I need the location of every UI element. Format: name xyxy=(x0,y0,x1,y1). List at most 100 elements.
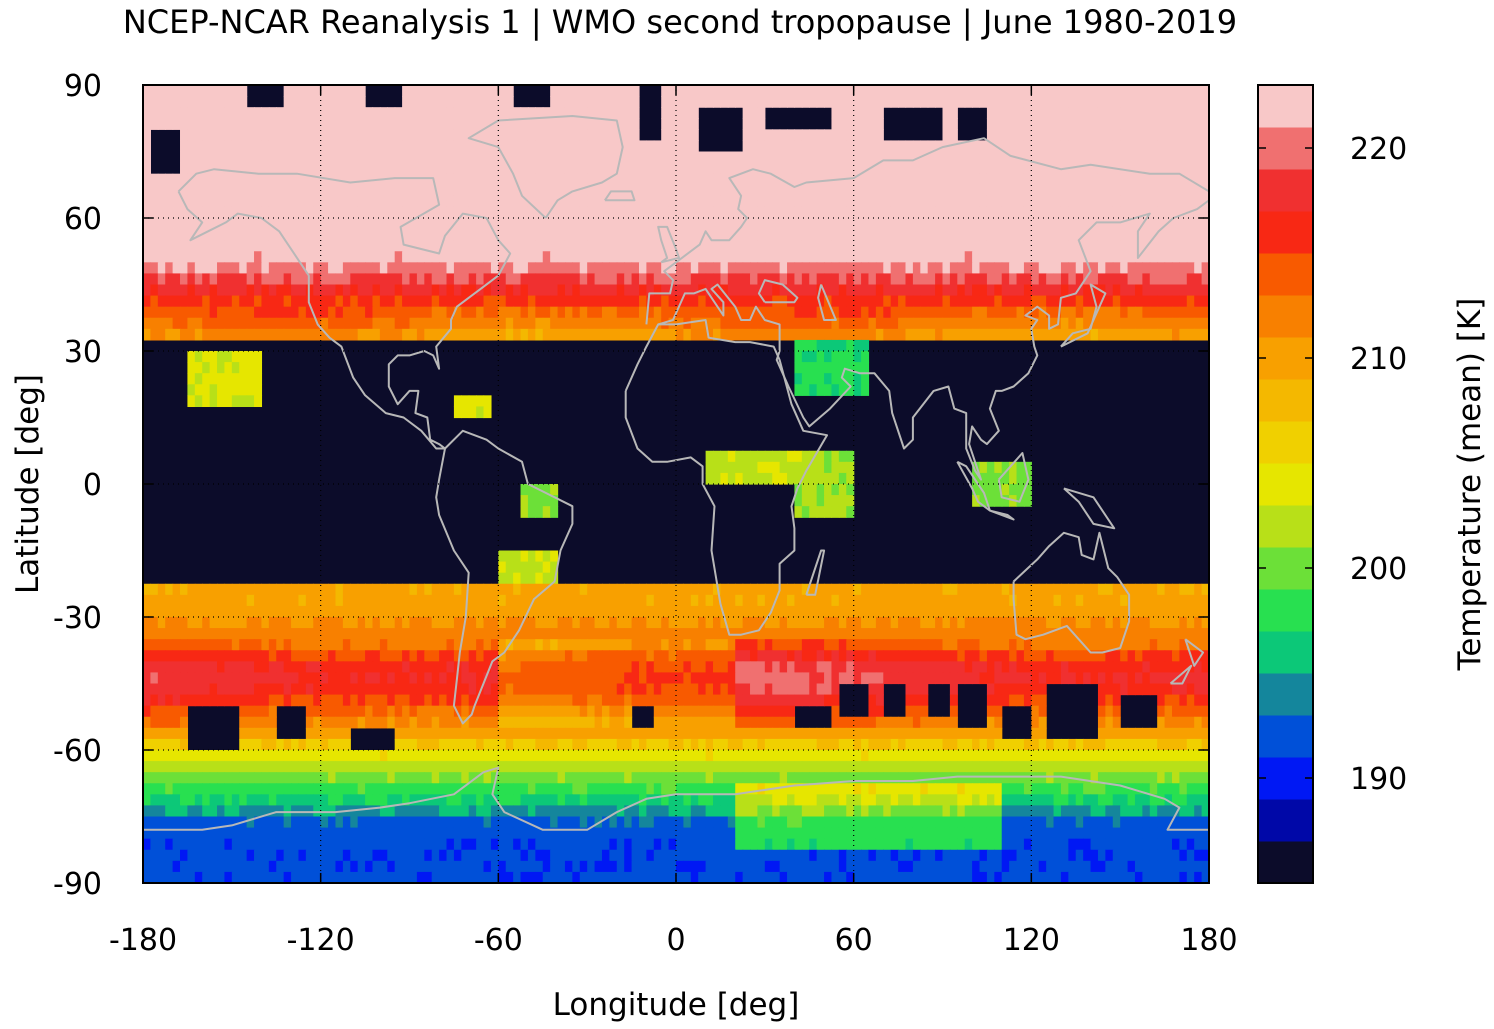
map-cell xyxy=(439,683,448,696)
map-cell xyxy=(172,262,181,275)
map-cell xyxy=(1201,295,1209,308)
map-cell xyxy=(1164,85,1173,97)
map-cell xyxy=(246,162,255,175)
map-cell xyxy=(194,273,203,286)
map-cell xyxy=(824,184,833,197)
map-cell xyxy=(972,639,981,651)
map-cell xyxy=(1134,240,1143,252)
map-cell xyxy=(291,107,300,119)
map-cell xyxy=(535,229,544,241)
map-cell xyxy=(1038,129,1047,142)
map-cell xyxy=(676,251,684,263)
map-cell xyxy=(1083,262,1092,275)
map-cell xyxy=(831,362,840,374)
map-cell xyxy=(357,605,366,618)
map-cell xyxy=(1083,229,1092,241)
map-cell xyxy=(254,173,263,186)
map-cell xyxy=(764,672,773,685)
map-cell xyxy=(328,661,337,674)
map-cell xyxy=(653,229,662,241)
map-cell xyxy=(254,328,263,341)
map-cell xyxy=(1201,672,1209,685)
map-cell xyxy=(816,661,825,674)
map-cell xyxy=(298,594,307,607)
map-cell xyxy=(490,85,499,97)
map-cell xyxy=(705,461,714,474)
map-cell xyxy=(1164,617,1173,629)
map-cell xyxy=(261,173,270,186)
map-cell xyxy=(550,672,559,685)
map-cell xyxy=(1194,162,1203,175)
map-cell xyxy=(490,107,499,119)
map-cell xyxy=(239,694,248,707)
map-cell xyxy=(1127,206,1136,219)
map-cell xyxy=(180,229,189,241)
map-cell xyxy=(239,628,248,640)
map-cell xyxy=(1053,129,1062,142)
map-cell xyxy=(298,107,307,119)
map-cell xyxy=(172,317,181,330)
map-cell xyxy=(224,240,233,252)
map-cell xyxy=(268,328,277,341)
map-cell xyxy=(224,351,233,363)
map-cell xyxy=(431,206,440,219)
map-cell xyxy=(520,506,529,518)
map-cell xyxy=(742,118,751,130)
map-cell xyxy=(172,195,181,208)
map-cell xyxy=(750,229,759,241)
map-cell xyxy=(483,406,492,419)
map-cell xyxy=(653,262,662,275)
map-cell xyxy=(920,162,929,175)
map-cell xyxy=(365,173,374,186)
map-cell xyxy=(520,672,529,685)
map-cell xyxy=(853,107,862,119)
map-cell xyxy=(1112,694,1121,707)
map-cell xyxy=(1134,594,1143,607)
map-cell xyxy=(365,195,374,208)
map-cell xyxy=(357,162,366,175)
map-cell xyxy=(409,129,418,142)
map-cell xyxy=(838,306,847,319)
map-cell xyxy=(579,628,588,640)
map-cell xyxy=(1201,694,1209,707)
map-cell xyxy=(557,218,566,230)
map-cell xyxy=(779,672,788,685)
map-cell xyxy=(180,694,189,707)
map-cell xyxy=(1075,273,1084,286)
map-cell xyxy=(838,284,847,297)
map-cell xyxy=(342,628,351,640)
map-cell xyxy=(542,650,551,662)
map-cell xyxy=(772,450,781,463)
map-cell xyxy=(1031,594,1040,607)
map-cell xyxy=(690,195,699,208)
map-cell xyxy=(912,284,921,297)
map-cell xyxy=(165,628,174,640)
map-cell xyxy=(653,639,662,651)
map-cell xyxy=(527,506,536,518)
map-cell xyxy=(505,229,514,241)
map-cell xyxy=(809,617,818,629)
map-cell xyxy=(261,184,270,197)
map-cell xyxy=(202,151,211,164)
map-cell xyxy=(683,151,692,164)
map-cell xyxy=(1112,218,1121,230)
map-cell xyxy=(165,672,174,685)
map-cell xyxy=(157,317,166,330)
map-cell xyxy=(824,495,833,507)
map-cell xyxy=(964,328,973,341)
map-cell xyxy=(705,650,714,662)
map-cell xyxy=(764,240,773,252)
map-cell xyxy=(1016,262,1025,275)
map-cell xyxy=(550,639,559,651)
map-cell xyxy=(831,683,840,696)
map-cell xyxy=(350,195,359,208)
map-cell xyxy=(713,450,722,463)
map-cell xyxy=(328,628,337,640)
map-cell xyxy=(572,129,581,142)
map-cell xyxy=(283,295,292,308)
map-cell xyxy=(779,162,788,175)
map-cell xyxy=(1194,617,1203,629)
map-cell xyxy=(446,284,455,297)
map-cell xyxy=(453,395,462,408)
map-cell xyxy=(202,672,211,685)
